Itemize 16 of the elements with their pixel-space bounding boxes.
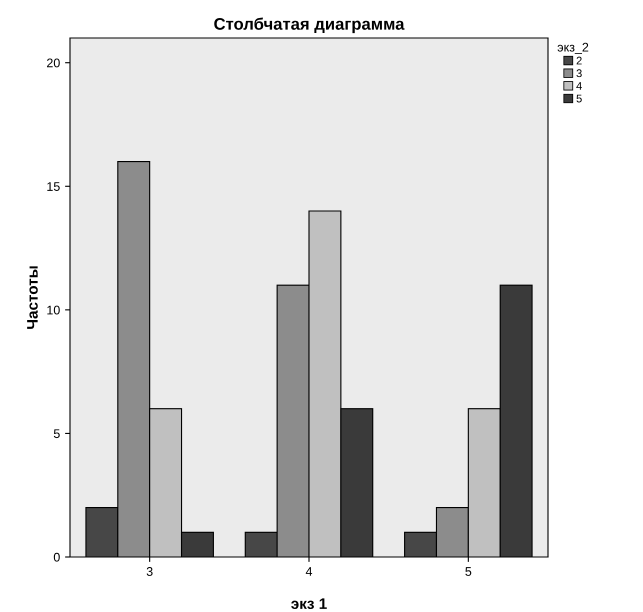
y-tick-label: 10 (47, 306, 60, 315)
legend-label: 4 (576, 82, 582, 90)
legend-label: 5 (576, 94, 582, 102)
y-tick-label: 0 (54, 552, 60, 562)
x-tick-label: 4 (306, 567, 312, 576)
x-tick-label: 3 (146, 567, 153, 576)
y-axis-title: Частоты (27, 266, 38, 329)
legend-label: 3 (576, 69, 582, 78)
legend-label: 2 (576, 56, 582, 64)
y-tick-label: 5 (54, 429, 60, 438)
legend-title: экз_2 (558, 42, 588, 54)
y-tick-label: 20 (47, 58, 60, 68)
x-tick-label: 5 (465, 567, 472, 576)
y-tick-label: 15 (47, 182, 60, 191)
chart-title: Столбчатая диаграмма (214, 17, 405, 34)
x-axis-title: экз 1 (291, 598, 327, 610)
